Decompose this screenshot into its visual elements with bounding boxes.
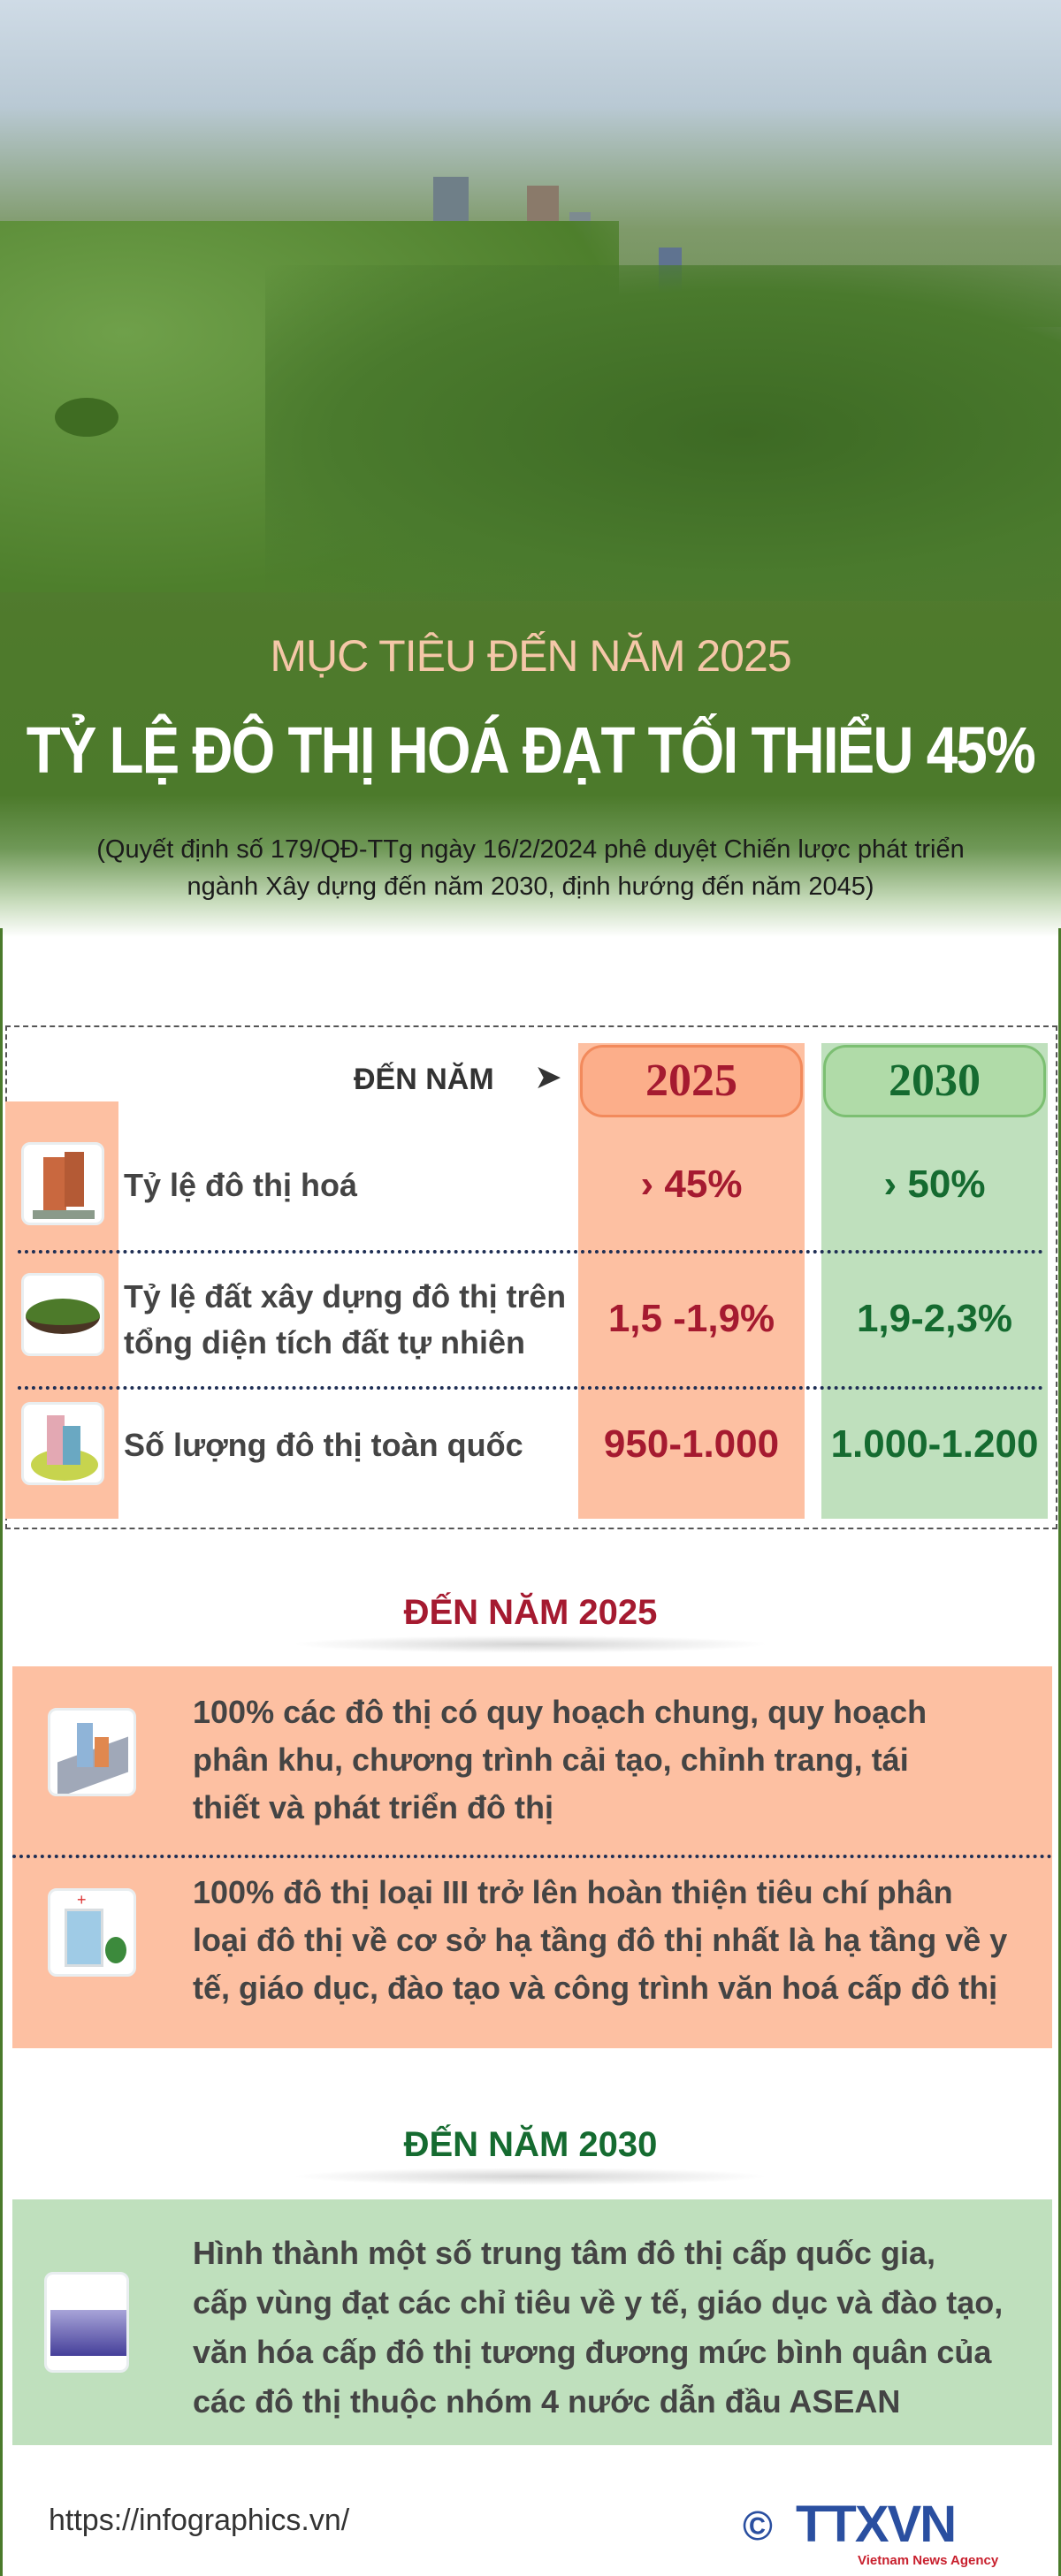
section-2025-title: ĐẾN NĂM 2025 xyxy=(403,1593,658,1632)
value-2030-wrap: 1,9-2,3% xyxy=(821,1294,1048,1344)
item-line: loại đô thị về cơ sở hạ tầng đô thị nhất… xyxy=(193,1922,1008,1958)
row-label-wrap: Tỷ lệ đô thị hoá xyxy=(124,1163,357,1208)
row-label: tổng diện tích đất tự nhiên xyxy=(124,1324,526,1360)
value-2025-wrap: 950-1.000 xyxy=(578,1420,805,1469)
hero-photo-background xyxy=(0,0,1061,937)
row-label-wrap: Số lượng đô thị toàn quốc xyxy=(124,1423,523,1467)
grass-land-icon xyxy=(21,1273,104,1356)
row-label: Số lượng đô thị toàn quốc xyxy=(124,1427,523,1463)
source-line: (Quyết định số 179/QĐ-TTg ngày 16/2/2024… xyxy=(96,835,965,864)
kicker-title-wrap: MỤC TIÊU ĐẾN NĂM 2025 xyxy=(0,629,1061,682)
item-line: cấp vùng đạt các chỉ tiêu về y tế, giáo … xyxy=(193,2284,1004,2321)
row-label: Tỷ lệ đô thị hoá xyxy=(124,1167,358,1203)
source-line: ngành Xây dựng đến năm 2030, định hướng … xyxy=(187,873,874,901)
item-line: văn hóa cấp đô thị tương đương mức bình … xyxy=(193,2334,992,2370)
item-line: 100% các đô thị có quy hoạch chung, quy … xyxy=(193,1694,927,1730)
value-2025: 950-1.000 xyxy=(603,1422,780,1466)
frame-border-right xyxy=(1058,928,1061,2576)
frame-border-left xyxy=(0,928,3,2576)
item-divider xyxy=(12,1855,1052,1858)
row-divider xyxy=(18,1386,1043,1390)
item-line: Hình thành một số trung tâm đô thị cấp q… xyxy=(193,2235,935,2271)
item-line-wrap: phân khu, chương trình cải tạo, chỉnh tr… xyxy=(193,1738,909,1782)
year-2025-pill: 2025 xyxy=(580,1045,803,1117)
main-title: TỶ LỆ ĐÔ THỊ HOÁ ĐẠT TỐI THIỂU 45% xyxy=(26,713,1036,787)
value-2025-wrap: › 45% xyxy=(578,1160,805,1209)
item-line-wrap: cấp vùng đạt các chỉ tiêu về y tế, giáo … xyxy=(193,2281,1003,2325)
row-label: Tỷ lệ đất xây dựng đô thị trên xyxy=(124,1278,567,1315)
item-line: thiết và phát triển đô thị xyxy=(193,1789,554,1825)
item-line: tế, giáo dục, đào tạo và công trình văn … xyxy=(193,1970,998,2006)
source-url-link[interactable]: https://infographics.vn/ xyxy=(49,2504,350,2537)
value-2030: › 50% xyxy=(883,1162,986,1206)
main-title-wrap: TỶ LỆ ĐÔ THỊ HOÁ ĐẠT TỐI THIỂU 45% xyxy=(0,713,1061,789)
item-line-wrap: Hình thành một số trung tâm đô thị cấp q… xyxy=(193,2231,935,2275)
city-tablet-icon xyxy=(48,1708,136,1796)
item-line: phân khu, chương trình cải tạo, chỉnh tr… xyxy=(193,1741,909,1778)
item-line: các đô thị thuộc nhóm 4 nước dẫn đầu ASE… xyxy=(193,2383,901,2420)
year-2030-pill: 2030 xyxy=(823,1045,1046,1117)
value-2030-wrap: › 50% xyxy=(821,1160,1048,1209)
row-divider xyxy=(18,1250,1043,1254)
title-shadow xyxy=(292,2168,769,2185)
value-2025-wrap: 1,5 -1,9% xyxy=(578,1294,805,1344)
item-line-wrap: thiết và phát triển đô thị xyxy=(193,1786,553,1830)
value-2030-wrap: 1.000-1.200 xyxy=(821,1420,1048,1469)
hospital-icon: + xyxy=(48,1888,136,1977)
logo-subtitle: Vietnam News Agency xyxy=(858,2553,999,2568)
logo-text: TTXVN xyxy=(796,2496,957,2553)
ttxvn-logo: © TTXVN Vietnam News Agency xyxy=(743,2498,1034,2572)
item-line: 100% đô thị loại III trở lên hoàn thiện … xyxy=(193,1874,953,1910)
section-2030-title: ĐẾN NĂM 2030 xyxy=(403,2125,658,2164)
value-2030: 1,9-2,3% xyxy=(856,1297,1013,1340)
column-2030 xyxy=(821,1043,1048,1519)
value-2030: 1.000-1.200 xyxy=(830,1422,1039,1466)
apartment-building-icon xyxy=(21,1142,104,1225)
arrow-right-icon: ➤ xyxy=(534,1059,562,1096)
value-2025: 1,5 -1,9% xyxy=(607,1297,775,1340)
header-label: ĐẾN NĂM xyxy=(354,1063,494,1096)
item-line-wrap: loại đô thị về cơ sở hạ tầng đô thị nhất… xyxy=(193,1918,1007,1962)
title-shadow xyxy=(292,1635,769,1653)
item-line-wrap: 100% các đô thị có quy hoạch chung, quy … xyxy=(193,1690,927,1734)
source-note: (Quyết định số 179/QĐ-TTg ngày 16/2/2024… xyxy=(0,831,1061,905)
value-2025: › 45% xyxy=(640,1162,743,1206)
copyright-icon: © xyxy=(743,2503,773,2549)
item-line-wrap: tế, giáo dục, đào tạo và công trình văn … xyxy=(193,1966,997,2010)
turtle-tower-island xyxy=(55,398,118,437)
item-line-wrap: 100% đô thị loại III trở lên hoàn thiện … xyxy=(193,1871,953,1915)
column-2025 xyxy=(578,1043,805,1519)
kicker-title: MỤC TIÊU ĐẾN NĂM 2025 xyxy=(270,631,791,681)
row-label-wrap: Tỷ lệ đất xây dựng đô thị trên xyxy=(124,1275,569,1319)
item-line-wrap: các đô thị thuộc nhóm 4 nước dẫn đầu ASE… xyxy=(193,2380,900,2424)
row-label-wrap: tổng diện tích đất tự nhiên xyxy=(124,1321,525,1365)
section-2030-box xyxy=(12,2199,1052,2445)
item-line-wrap: văn hóa cấp đô thị tương đương mức bình … xyxy=(193,2330,991,2374)
skyline-icon xyxy=(44,2272,129,2373)
city-buildings-icon xyxy=(21,1402,104,1485)
trees xyxy=(265,265,1061,601)
